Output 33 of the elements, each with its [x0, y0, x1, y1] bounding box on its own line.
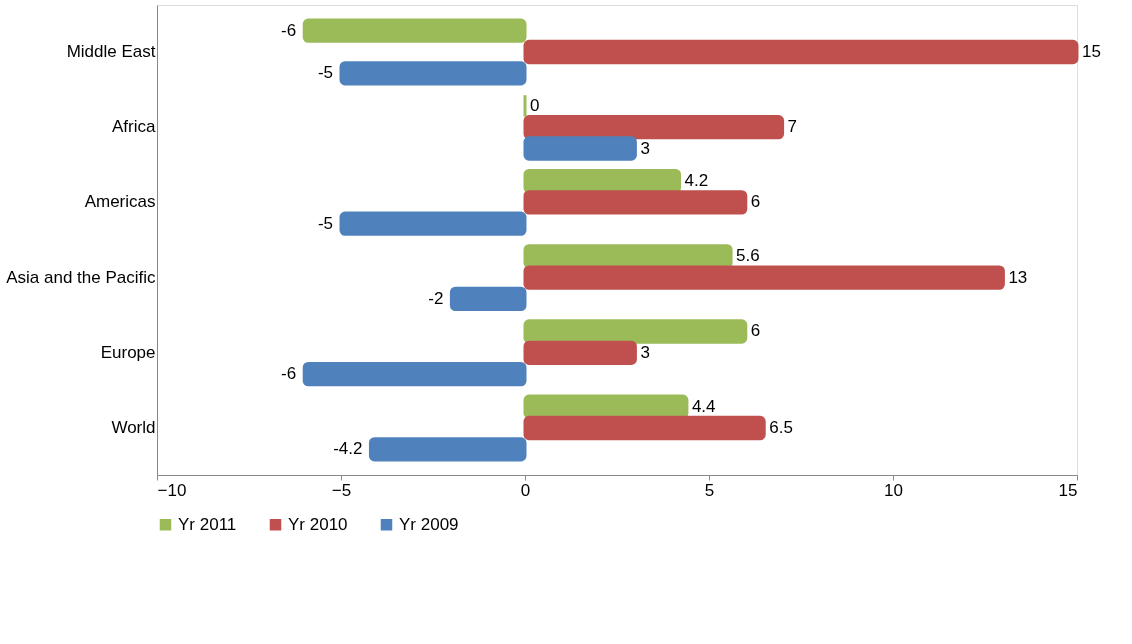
data-label: 4.4	[691, 396, 716, 416]
data-label: 6	[750, 192, 761, 212]
x-tick-label: −10	[157, 480, 187, 500]
data-label: -2	[428, 288, 444, 308]
y-tick-label: Middle East	[66, 42, 156, 61]
data-label: 6.5	[769, 418, 793, 437]
x-tick-label: 0	[520, 480, 531, 500]
data-label: 3	[640, 342, 650, 362]
data-label: 7	[787, 117, 798, 137]
data-label: -4.2	[333, 439, 363, 459]
data-label: -5	[317, 63, 333, 83]
y-tick-label: Americas	[84, 192, 156, 212]
data-label: 6	[750, 321, 761, 341]
data-label: 5.6	[736, 246, 760, 266]
y-tick-label: World	[111, 418, 156, 437]
data-label: 0	[530, 95, 540, 115]
legend-label: Yr 2011	[178, 514, 237, 534]
data-label: -5	[317, 213, 333, 233]
y-tick-label: Europe	[100, 342, 156, 362]
data-label: 13	[1008, 267, 1028, 287]
x-tick-label: 15	[1058, 480, 1078, 500]
x-tick-label: −5	[331, 480, 352, 500]
data-label: -6	[281, 364, 297, 384]
legend-label: Yr 2010	[288, 514, 348, 534]
y-tick-label: Asia and the Pacific	[6, 267, 156, 287]
data-label: -6	[281, 20, 297, 40]
data-label: 3	[640, 138, 650, 158]
x-tick-label: 10	[884, 480, 903, 500]
legend-label: Yr 2009	[399, 514, 459, 534]
data-label: 15	[1082, 42, 1101, 61]
data-label: 4.2	[684, 171, 709, 191]
y-tick-label: Africa	[112, 117, 157, 137]
x-tick-label: 5	[704, 480, 715, 500]
